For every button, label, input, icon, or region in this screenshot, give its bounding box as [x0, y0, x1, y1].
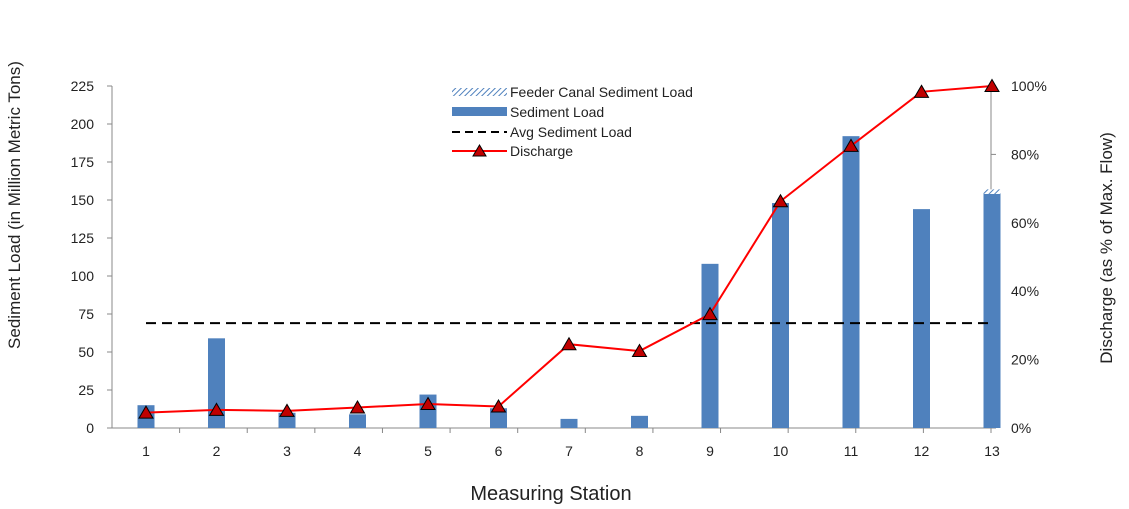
y2-tick-label: 20% — [1011, 352, 1039, 368]
x-tick-label: 8 — [636, 443, 644, 459]
discharge-marker — [631, 343, 648, 358]
legend-label-feeder: Feeder Canal Sediment Load — [510, 84, 693, 100]
discharge-marker — [702, 306, 718, 321]
sediment-bar — [490, 408, 507, 428]
x-tick-label: 4 — [354, 443, 362, 459]
y2-tick-label: 80% — [1011, 146, 1039, 162]
y2-tick-label: 40% — [1011, 283, 1039, 299]
discharge-marker — [138, 405, 154, 419]
discharge-line-layer — [138, 78, 1000, 419]
legend-item-avg: Avg Sediment Load — [452, 124, 632, 140]
x-tick-label: 2 — [213, 443, 221, 459]
legend-label-sediment: Sediment Load — [510, 104, 604, 120]
sediment-bar — [842, 136, 860, 428]
x-tick-label: 5 — [424, 443, 432, 459]
legend-label-avg: Avg Sediment Load — [510, 124, 632, 140]
sediment-bar — [913, 209, 930, 428]
discharge-marker — [420, 396, 436, 411]
legend: Feeder Canal Sediment Load Sediment Load… — [452, 84, 693, 159]
y-tick-label: 100 — [71, 268, 95, 284]
y2-axis-title: Discharge (as % of Max. Flow) — [1097, 132, 1116, 363]
x-tick-label: 11 — [844, 443, 859, 459]
legend-item-sediment: Sediment Load — [452, 104, 604, 120]
y-tick-label: 175 — [71, 154, 95, 170]
discharge-marker — [843, 138, 859, 152]
sediment-bar — [419, 394, 437, 428]
sediment-bar — [208, 338, 225, 428]
y2-tick-label: 100% — [1011, 78, 1047, 94]
discharge-marker — [772, 193, 789, 208]
x-tick-label: 3 — [283, 443, 291, 459]
y-axis-title: Sediment Load (in Million Metric Tons) — [5, 61, 24, 349]
discharge-marker — [279, 403, 295, 417]
discharge-marker — [913, 84, 930, 98]
y-tick-label: 125 — [71, 230, 95, 246]
y2-tick-label: 0% — [1011, 420, 1031, 436]
y-tick-label: 25 — [78, 382, 94, 398]
sediment-bar — [631, 415, 648, 428]
y-tick-label: 50 — [78, 344, 94, 360]
sediment-bar — [349, 414, 366, 428]
feeder-bar — [983, 189, 1001, 194]
sediment-bar — [560, 418, 578, 428]
y-tick-label: 75 — [78, 306, 94, 322]
x-tick-label: 13 — [984, 443, 1000, 459]
x-tick-label: 9 — [706, 443, 714, 459]
x-tick-label: 12 — [914, 443, 930, 459]
discharge-marker — [984, 78, 1000, 92]
legend-swatch-feeder — [452, 88, 507, 96]
discharge-marker — [349, 399, 366, 414]
discharge-marker — [208, 402, 225, 416]
y-tick-label: 0 — [86, 420, 94, 436]
x-tick-layer: 1 2 3 4 5 6 7 8 9 10 11 12 13 — [142, 428, 1000, 459]
legend-label-discharge: Discharge — [510, 143, 573, 159]
y-tick-label: 225 — [71, 78, 95, 94]
left-tick-layer: 0 25 50 75 100 125 150 175 200 225 — [71, 78, 112, 436]
discharge-marker — [490, 398, 507, 413]
legend-swatch-discharge-marker — [472, 144, 487, 157]
legend-item-feeder: Feeder Canal Sediment Load — [452, 84, 693, 100]
y2-tick-label: 60% — [1011, 215, 1039, 231]
legend-swatch-sediment — [452, 107, 507, 116]
bars-layer — [137, 136, 1001, 428]
x-tick-label: 7 — [565, 443, 573, 459]
x-axis-title: Measuring Station — [470, 483, 631, 505]
sediment-bar — [701, 263, 719, 428]
legend-item-discharge: Discharge — [452, 143, 573, 159]
x-tick-label: 10 — [773, 443, 789, 459]
right-tick-layer: 0% 20% 40% 60% 80% 100% — [991, 78, 1047, 436]
discharge-marker — [561, 336, 577, 351]
sediment-bar — [983, 193, 1001, 428]
y-tick-label: 150 — [71, 192, 95, 208]
x-tick-label: 1 — [142, 443, 150, 459]
y-tick-label: 200 — [71, 116, 95, 132]
sediment-bar — [772, 203, 789, 428]
x-tick-label: 6 — [495, 443, 503, 459]
